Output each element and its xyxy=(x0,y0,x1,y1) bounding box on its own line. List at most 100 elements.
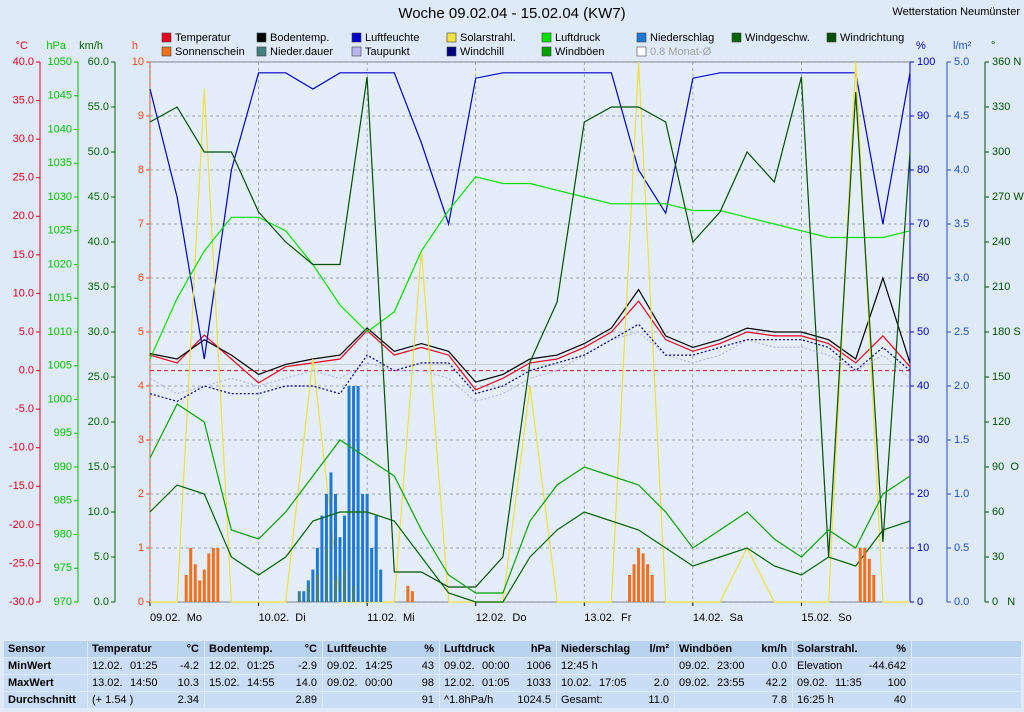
table-cell xyxy=(205,692,322,708)
legend-label: 0.8 Monat-Ø xyxy=(650,46,712,58)
cell-text: -2.9 xyxy=(298,660,317,672)
bar xyxy=(370,548,374,602)
y-tick-label: 40 xyxy=(917,380,929,392)
bar xyxy=(637,548,641,602)
cell-text: 14:50 xyxy=(130,677,158,689)
column-unit: % xyxy=(896,643,906,655)
y-tick-label: 0.0 xyxy=(19,364,34,376)
bar xyxy=(410,591,414,602)
cell-text: 11:35 xyxy=(835,677,862,689)
bar xyxy=(352,386,356,602)
y-tick-label: 360 N xyxy=(992,56,1021,68)
cell-text: 100 xyxy=(888,677,906,689)
y-tick-label: 1015 xyxy=(48,292,72,304)
cell-text: 43 xyxy=(422,660,434,672)
legend-label: Luftfeuchte xyxy=(365,32,419,44)
y-tick-label: 1.5 xyxy=(954,434,969,446)
y-tick-label: 100 xyxy=(917,56,935,68)
cell-text: 09.02. xyxy=(327,677,358,689)
table-cell xyxy=(675,675,792,691)
y-tick-label: 180 S xyxy=(992,326,1021,338)
bar xyxy=(302,591,306,602)
table-cell xyxy=(205,641,322,657)
x-tick-label: 10.02. Di xyxy=(259,612,306,624)
cell-text: 2.34 xyxy=(178,694,199,706)
table-cell xyxy=(323,675,439,691)
y-tick-label: 90 O xyxy=(992,461,1019,473)
table-cell xyxy=(88,641,204,657)
y-tick-label: 55.0 xyxy=(88,101,109,113)
cell-text: 42.2 xyxy=(766,677,787,689)
y-tick-label: 20.0 xyxy=(88,416,109,428)
cell-text: 12:45 h xyxy=(561,660,598,672)
column-header: Solarstrahl. xyxy=(797,643,858,655)
series-line xyxy=(149,484,911,603)
table-cell xyxy=(205,675,322,691)
table-cell xyxy=(675,641,792,657)
y-tick-label: -20.0 xyxy=(9,519,34,531)
bar xyxy=(324,548,328,602)
column-unit: % xyxy=(424,643,434,655)
cell-text: 98 xyxy=(422,677,434,689)
table-cell xyxy=(912,641,1021,657)
bar xyxy=(352,585,356,602)
y-tick-label: 30 xyxy=(992,551,1004,563)
series-line xyxy=(150,61,910,603)
y-tick-label: 5.0 xyxy=(94,551,109,563)
legend-label: Luftdruck xyxy=(555,32,601,44)
table-cell xyxy=(557,658,674,674)
y-tick-label: 1020 xyxy=(48,258,72,270)
y-tick-label: -10.0 xyxy=(9,442,34,454)
y-tick-label: 3 xyxy=(138,434,144,446)
y-tick-label: 1040 xyxy=(48,123,72,135)
cell-text: ^1.8hPa/h xyxy=(444,694,493,706)
y-tick-label: 0 N xyxy=(992,596,1015,608)
legend-label: Taupunkt xyxy=(365,46,410,58)
axis-unit: km/h xyxy=(79,40,103,52)
legend-label: Sonnenschein xyxy=(175,46,245,58)
y-tick-label: -25.0 xyxy=(9,557,34,569)
legend-swatch xyxy=(541,46,552,57)
bar xyxy=(406,585,410,602)
cell-text: (+ 1.54 ) xyxy=(92,694,133,706)
cell-text: 2.0 xyxy=(654,677,669,689)
bar xyxy=(184,575,188,602)
cell-text: 15.02. xyxy=(209,677,240,689)
axis-unit: l/m² xyxy=(953,40,972,52)
cell-text: 1024.5 xyxy=(517,694,551,706)
cell-text: 12.02. xyxy=(444,677,475,689)
legend-swatch xyxy=(541,32,552,43)
table-cell xyxy=(440,692,556,708)
bar xyxy=(202,569,206,602)
y-tick-label: -5.0 xyxy=(15,403,34,415)
series-line xyxy=(149,76,911,588)
legend-label: Solarstrahl. xyxy=(460,32,516,44)
y-tick-label: 975 xyxy=(54,562,72,574)
bar xyxy=(343,515,347,602)
y-tick-label: 35.0 xyxy=(88,281,109,293)
bar xyxy=(863,548,867,602)
y-tick-label: 10 xyxy=(917,542,929,554)
table-cell xyxy=(675,692,792,708)
y-tick-label: 80 xyxy=(917,164,929,176)
y-tick-label: 1050 xyxy=(48,56,72,68)
table-cell xyxy=(440,675,556,691)
y-tick-label: 3.0 xyxy=(954,272,969,284)
chart-title: Woche 09.02.04 - 15.02.04 (KW7) xyxy=(398,5,625,22)
legend-label: Windböen xyxy=(555,46,605,58)
column-header: Temperatur xyxy=(92,643,152,655)
y-tick-label: 330 xyxy=(992,101,1010,113)
table-cell xyxy=(323,641,439,657)
y-tick-label: 40.0 xyxy=(13,56,34,68)
bar xyxy=(628,575,632,602)
bar xyxy=(365,494,369,602)
legend-label: Windrichtung xyxy=(840,32,904,44)
table-cell xyxy=(4,692,87,708)
table-cell xyxy=(912,692,1021,708)
y-tick-label: 10.0 xyxy=(88,506,109,518)
table-cell xyxy=(323,658,439,674)
bar xyxy=(207,553,211,602)
bar xyxy=(872,575,876,602)
legend-swatch xyxy=(161,46,172,57)
